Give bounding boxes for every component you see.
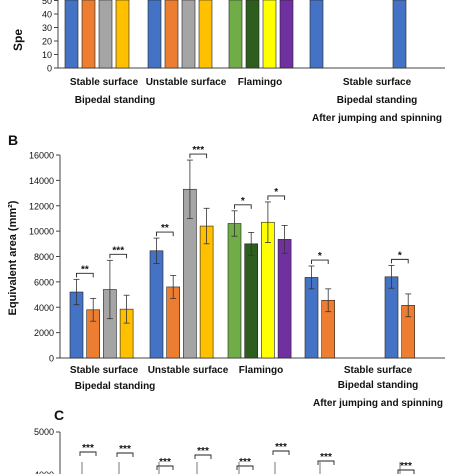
panel-b-ylabel: Equivalent area (mm²) bbox=[7, 200, 19, 315]
panel-c-significance-bracket bbox=[156, 465, 174, 470]
panel-b-group-label: Flamingo bbox=[239, 365, 283, 376]
panel-b-significance-label: * bbox=[274, 187, 278, 198]
panel-b-group-label: Stable surface bbox=[70, 365, 139, 376]
panel-b-significance-bracket bbox=[109, 253, 128, 259]
panel-c-marks: *** *** *** *** *** *** *** *** bbox=[79, 442, 415, 474]
panel-b-group-label: Stable surface bbox=[344, 365, 413, 376]
panel-c-significance-bracket bbox=[116, 452, 134, 457]
panel-a: Spe 50 40 30 20 10 0 Stable surface Unstable … bbox=[11, 0, 445, 124]
panel-b-y-ticks: 0 2000 4000 6000 8000 10000 12000 14000 16000 bbox=[29, 151, 60, 364]
panel-b-condition-label: Bipedal standing bbox=[75, 381, 156, 392]
panel-a-group-label: Stable surface bbox=[70, 77, 139, 88]
panel-c-significance-label: *** bbox=[275, 442, 287, 453]
panel-c-letter: C bbox=[54, 407, 64, 423]
panel-a-bar bbox=[262, 0, 277, 69]
panel-a-bar bbox=[64, 0, 79, 69]
panel-c-significance-label: *** bbox=[320, 452, 332, 463]
panel-b-group-label: Unstable surface bbox=[148, 365, 229, 376]
panel-a-ylabel: Spe bbox=[11, 29, 25, 51]
panel-b-significance-label: * bbox=[318, 251, 322, 262]
panel-a-bar bbox=[309, 0, 324, 69]
panel-b-significance-label: *** bbox=[112, 245, 124, 256]
panel-a-group-label: Unstable surface bbox=[146, 77, 227, 88]
panel-a-y-tick-label: 0 bbox=[47, 64, 52, 74]
panel-a-y-tick-label: 20 bbox=[42, 37, 52, 47]
panel-a-condition-label: Bipedal standing bbox=[75, 95, 156, 106]
panel-c-significance-label: *** bbox=[400, 461, 412, 472]
panel-b-significance-bracket bbox=[189, 153, 208, 159]
panel-b-y-tick-label: 8000 bbox=[34, 252, 54, 262]
panel-c-significance-label: *** bbox=[119, 444, 131, 455]
panel-b-y-tick-label: 4000 bbox=[34, 303, 54, 313]
panel-a-bar bbox=[98, 0, 113, 69]
panel-b-significance-bracket bbox=[311, 259, 329, 265]
panel-b-y-tick-label: 16000 bbox=[29, 151, 54, 161]
panel-b-bar bbox=[244, 243, 258, 359]
panel-a-y-tick-label: 10 bbox=[42, 50, 52, 60]
panel-a-y-tick-label: 30 bbox=[42, 23, 52, 33]
panel-a-bar bbox=[147, 0, 162, 69]
panel-b-significance-bracket bbox=[234, 204, 252, 209]
panel-b-condition-sublabel: After jumping and spinning bbox=[313, 398, 443, 409]
panel-a-condition-label: Bipedal standing bbox=[337, 95, 418, 106]
panel-b-error-bars bbox=[73, 159, 412, 324]
panel-b-bars bbox=[69, 188, 416, 359]
panel-c: C 5000 4000 *** *** *** *** *** *** *** *** bbox=[34, 407, 415, 474]
panel-b-significance-label: * bbox=[398, 250, 402, 261]
panel-c-significance-bracket bbox=[272, 450, 290, 455]
panel-c-significance-bracket bbox=[397, 469, 415, 474]
panel-c-significance-bracket bbox=[317, 460, 335, 465]
panel-c-significance-label: *** bbox=[82, 443, 94, 454]
panel-b-significance-label: ** bbox=[161, 223, 169, 234]
panel-b-bar bbox=[304, 277, 319, 359]
panel-a-bar bbox=[115, 0, 130, 69]
panel-b-significance-label: *** bbox=[192, 145, 204, 156]
panel-a-bar bbox=[279, 0, 294, 69]
panel-b-y-tick-label: 12000 bbox=[29, 201, 54, 211]
panel-a-y-ticks: 50 40 30 20 10 0 bbox=[42, 0, 58, 74]
panel-a-condition-sublabel: After jumping and spinning bbox=[312, 113, 442, 124]
panel-a-bar bbox=[245, 0, 260, 69]
panel-b-condition-label: Bipedal standing bbox=[338, 380, 419, 391]
panel-b-y-tick-label: 0 bbox=[49, 354, 54, 364]
panel-b-significance-label: * bbox=[241, 196, 245, 207]
panel-b-significance-bracket bbox=[391, 258, 409, 264]
panel-b-y-tick-label: 2000 bbox=[34, 328, 54, 338]
panel-b-y-tick-label: 14000 bbox=[29, 176, 54, 186]
panel-b-significance-label: ** bbox=[81, 264, 89, 275]
panel-c-significance-label: *** bbox=[197, 446, 209, 457]
panel-a-y-tick-label: 50 bbox=[42, 0, 52, 6]
panel-a-bar bbox=[198, 0, 213, 69]
panel-c-significance-bracket bbox=[194, 454, 212, 459]
panel-b-bar bbox=[384, 276, 399, 359]
panel-b-bar bbox=[227, 223, 242, 359]
panel-a-bar bbox=[164, 0, 179, 69]
panel-a-y-tick-label: 40 bbox=[42, 10, 52, 20]
panel-b-significance-bracket bbox=[267, 195, 286, 200]
panel-b-significance-bracket bbox=[76, 272, 94, 278]
panel-c-significance-label: *** bbox=[239, 457, 251, 468]
panel-b-significance-bracket bbox=[156, 231, 174, 237]
panel-c-y-tick-label: 4000 bbox=[34, 470, 54, 474]
panel-b-bar bbox=[149, 250, 164, 359]
panel-b-bar bbox=[277, 239, 292, 359]
panel-a-bar bbox=[81, 0, 96, 69]
panel-a-bar bbox=[181, 0, 196, 69]
panel-b-letter: B bbox=[8, 132, 18, 148]
panel-c-significance-bracket bbox=[236, 465, 254, 470]
panel-a-group-label: Stable surface bbox=[343, 77, 412, 88]
panel-c-significance-bracket bbox=[79, 451, 97, 456]
panel-c-y-tick-label: 5000 bbox=[34, 427, 54, 437]
panel-b: B Equivalent area (mm²) 0 2000 4000 6000 800… bbox=[7, 132, 445, 409]
panel-c-significance-label: *** bbox=[159, 457, 171, 468]
panel-b-bar bbox=[199, 225, 214, 359]
panel-b-significance: ************* * bbox=[76, 145, 409, 278]
panel-b-y-tick-label: 10000 bbox=[29, 227, 54, 237]
panel-a-bar bbox=[228, 0, 243, 69]
panel-b-y-tick-label: 6000 bbox=[34, 277, 54, 287]
panel-a-bar bbox=[392, 0, 407, 69]
panel-a-group-label: Flamingo bbox=[238, 77, 282, 88]
